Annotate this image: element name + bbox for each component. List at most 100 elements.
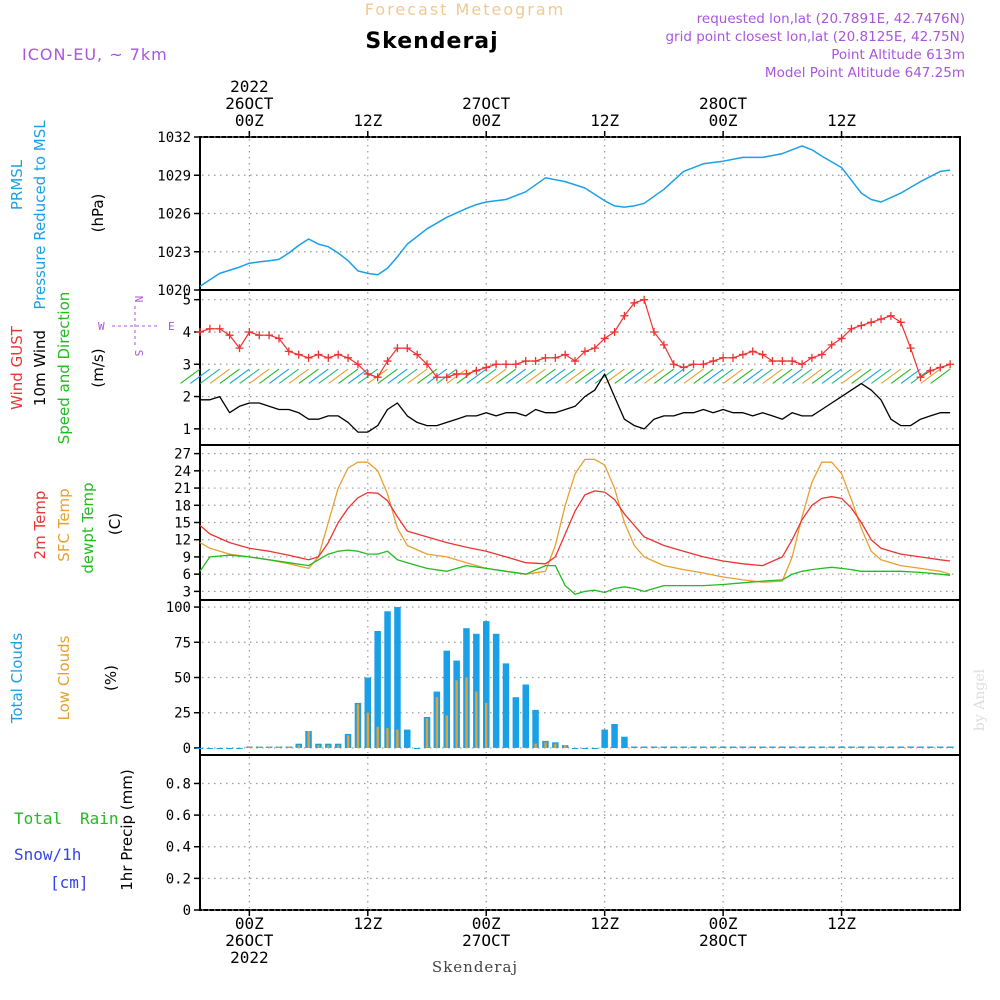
- time-axis-label: 00Z: [472, 914, 501, 933]
- total-cloud-bar: [907, 746, 914, 748]
- total-cloud-bar: [601, 729, 608, 748]
- wind-gust-point: [225, 331, 234, 340]
- wind-direction-arrow: [269, 368, 290, 384]
- wind-y-ticks: 1 2 3 4 5: [183, 293, 200, 438]
- clouds-grid: [202, 602, 958, 753]
- clouds-panel: 0 25 50 75 100: [166, 599, 961, 757]
- wind-gust-point: [857, 321, 866, 330]
- wind-gust-point: [314, 350, 323, 359]
- total-cloud-bar: [384, 611, 391, 748]
- total-cloud-bar: [571, 748, 579, 749]
- wind-gust-point: [837, 334, 846, 343]
- wind-frame: [199, 289, 961, 446]
- total-cloud-bar: [828, 746, 835, 748]
- wind-direction-arrow: [417, 368, 438, 384]
- low-cloud-bar: [376, 726, 379, 748]
- y-tick-label: 15: [174, 516, 191, 532]
- total-cloud-bar: [413, 748, 421, 749]
- total-cloud-bar: [719, 746, 727, 748]
- wind-direction-arrow: [792, 368, 813, 384]
- low-cloud-bar: [445, 715, 448, 748]
- wind-direction-arrow: [732, 368, 754, 384]
- wind-direction-arrow: [535, 368, 556, 384]
- wind-direction-arrow: [880, 368, 902, 384]
- low-cloud-bar: [386, 728, 389, 748]
- y-tick-label: 4: [183, 325, 191, 341]
- total-cloud-bar: [887, 746, 895, 748]
- y-tick-label: 0.8: [166, 776, 191, 792]
- total-cloud-bar: [650, 746, 658, 748]
- low-cloud-bar: [267, 746, 271, 748]
- clouds-unit-label: (%): [102, 665, 120, 691]
- wind-unit-label: (m/s): [89, 348, 107, 387]
- total-cloud-bar: [473, 633, 480, 748]
- total-cloud-bar: [492, 633, 500, 748]
- wind-gust-point: [353, 360, 362, 369]
- y-tick-label: 50: [174, 671, 191, 687]
- y-tick-label: 1032: [157, 130, 191, 146]
- y-tick-label: 21: [174, 481, 191, 497]
- wind-direction-arrow: [703, 368, 724, 384]
- total-cloud-bar: [374, 631, 381, 748]
- wind-direction-arrow: [486, 368, 507, 384]
- wind-gust-point: [886, 311, 895, 320]
- wind-direction-arrow: [634, 368, 655, 384]
- wind-direction-arrow: [920, 368, 941, 384]
- wind-gust-point: [778, 357, 787, 366]
- time-axis-label: 12Z: [590, 914, 619, 933]
- wind-direction-arrow: [584, 368, 606, 384]
- wind-gust-point: [817, 350, 826, 359]
- wind-gust-point: [413, 350, 422, 359]
- low-cloud-bar: [337, 745, 340, 748]
- low-cloud-bar: [485, 702, 488, 748]
- time-axis-label: 27OCT: [462, 931, 511, 950]
- low-cloud-bar: [554, 743, 557, 748]
- total-cloud-bar: [710, 746, 717, 748]
- wind-gust-point: [630, 298, 639, 307]
- wind-gust-point: [561, 350, 570, 359]
- precip-grid: [202, 757, 958, 911]
- temp-2m-line: [199, 490, 951, 567]
- precip-snow-label: Snow/1h: [14, 845, 81, 864]
- wind-direction-arrow: [614, 368, 635, 384]
- precip-unit-label: 1hr Precip (mm): [118, 769, 136, 890]
- low-cloud-bar: [258, 746, 261, 748]
- wind-direction-arrow: [199, 368, 221, 384]
- wind-direction-arrow: [831, 368, 852, 384]
- y-tick-label: 18: [174, 498, 191, 514]
- total-cloud-bar: [621, 736, 628, 748]
- y-tick-label: 1020: [157, 283, 191, 299]
- total-cloud-bar: [917, 746, 924, 748]
- wind-gust-label: Wind GUST: [8, 325, 26, 410]
- time-axis-label: 12Z: [827, 111, 856, 130]
- wind-gust-point: [650, 327, 659, 336]
- wind-gust-point: [640, 295, 649, 304]
- wind-gust-point: [482, 363, 491, 372]
- wind-direction-arrow: [308, 368, 329, 384]
- wind-direction-arrow: [229, 368, 250, 384]
- total-cloud-bar: [483, 621, 490, 748]
- wind-gust-point: [758, 350, 767, 359]
- wind-gust-point: [659, 340, 668, 349]
- y-tick-label: 9: [183, 550, 191, 566]
- wind-direction-arrow: [811, 368, 833, 384]
- pressure-series: [199, 145, 951, 287]
- wind-gust-point: [334, 350, 343, 359]
- wind-series: [180, 295, 955, 433]
- low-cloud-bar: [425, 718, 429, 748]
- total-cloud-bar: [581, 748, 589, 749]
- y-tick-label: 0: [183, 903, 191, 919]
- time-axis-label: 00Z: [472, 111, 501, 130]
- precip-rain-label: Rain: [80, 809, 119, 828]
- total-cloud-bar: [443, 650, 450, 748]
- wind-direction-arrow: [505, 368, 527, 384]
- wind-gust-point: [610, 327, 619, 336]
- wind-direction-arrow: [209, 368, 230, 384]
- y-tick-label: 1023: [157, 245, 191, 261]
- wind-direction-arrow: [397, 368, 418, 384]
- low-clouds-label: Low Clouds: [55, 635, 73, 720]
- low-cloud-bar: [534, 743, 537, 748]
